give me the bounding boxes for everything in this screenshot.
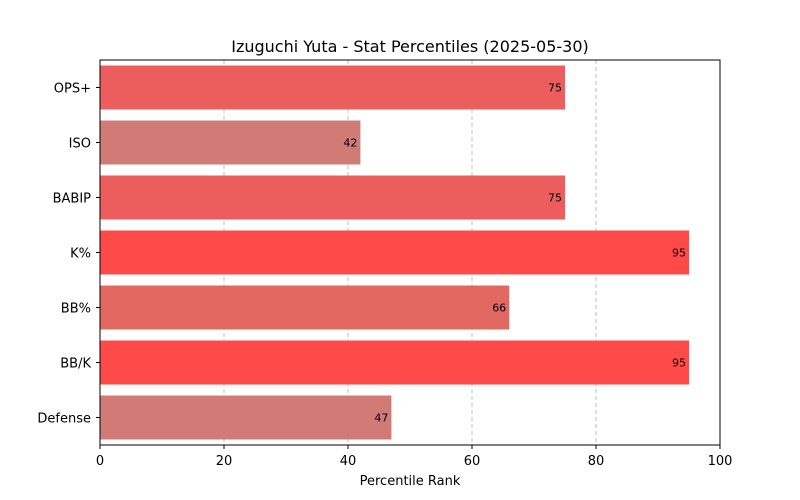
- bar: [100, 65, 565, 110]
- y-axis-ticks: OPS+ ISO BABIP K% BB% BB/K Defense: [37, 82, 100, 427]
- chart-title: Izuguchi Yuta - Stat Percentiles (2025-0…: [231, 37, 589, 56]
- x-axis-ticks: 0 20 40 60 80 100: [96, 445, 733, 469]
- y-tick-label: ISO: [69, 137, 91, 152]
- data-label: 42: [343, 137, 357, 150]
- bar: [100, 175, 565, 220]
- x-tick-label: 40: [340, 454, 357, 469]
- data-labels: 75 42 75 95 66 95 47: [343, 82, 686, 425]
- bar: [100, 395, 392, 440]
- bar: [100, 230, 689, 275]
- data-label: 47: [374, 412, 388, 425]
- x-tick-label: 60: [464, 454, 481, 469]
- y-tick-label: OPS+: [54, 82, 91, 97]
- data-label: 66: [492, 302, 506, 315]
- bar-series: [100, 65, 689, 440]
- x-tick-label: 0: [96, 454, 104, 469]
- data-label: 95: [672, 247, 686, 260]
- bar: [100, 120, 361, 165]
- data-label: 75: [548, 82, 562, 95]
- y-tick-label: BB/K: [60, 357, 91, 372]
- bar: [100, 285, 510, 330]
- y-tick-label: K%: [70, 247, 91, 262]
- y-tick-label: Defense: [37, 412, 91, 427]
- x-tick-label: 20: [216, 454, 233, 469]
- x-axis-label: Percentile Rank: [360, 474, 461, 489]
- bar: [100, 340, 689, 385]
- x-tick-label: 100: [708, 454, 733, 469]
- data-label: 95: [672, 357, 686, 370]
- data-label: 75: [548, 192, 562, 205]
- y-tick-label: BB%: [61, 302, 91, 317]
- y-tick-label: BABIP: [53, 192, 92, 207]
- x-tick-label: 80: [588, 454, 605, 469]
